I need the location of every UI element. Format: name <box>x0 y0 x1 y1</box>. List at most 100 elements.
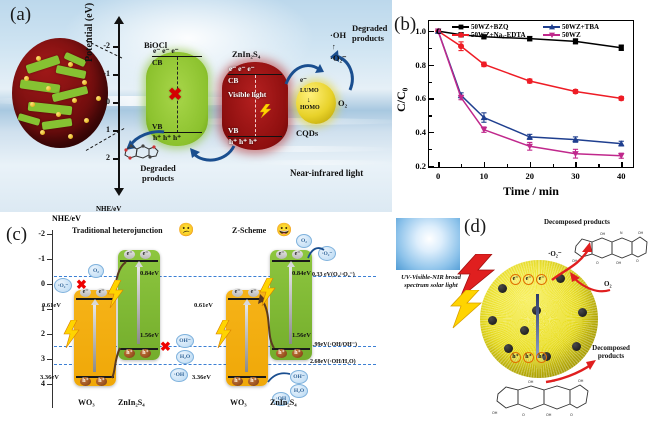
water-streak <box>240 160 400 165</box>
oxygen-label-d: O₂ <box>604 280 612 288</box>
chart-legend: 50WZ+BZQ 50WZ+TBA 50WZ+Na₂-EDTA 50WZ <box>452 23 630 39</box>
electron-carrier-d: e⁻ <box>536 274 547 285</box>
znin2s4-label: ZnIn₂S₄ <box>232 49 261 59</box>
left-wo3-cb-bar <box>76 298 114 300</box>
superoxide-label: ·O₂⁻ <box>330 53 347 63</box>
svg-text:OH: OH <box>492 411 498 415</box>
panel-c-energy-axis <box>52 230 54 408</box>
legend-marker-icon <box>549 32 555 39</box>
oh-radical-bubble-left: ·OH <box>170 368 188 382</box>
legend-marker-icon <box>458 24 464 30</box>
right-scheme-title: Z-Scheme <box>232 226 267 235</box>
visible-light-bolt-icon <box>259 104 272 118</box>
right-wo3-hole: h⁺ <box>248 377 259 386</box>
left-excitation-bolt-icon <box>107 280 124 308</box>
legend-line-swatch <box>452 24 469 30</box>
redox-label-o2: -0.33 eV(O₂/·O₂⁻) <box>310 272 355 278</box>
left-wo3-vb-bar <box>76 376 114 378</box>
chart-x-axis-title: Time / min <box>503 184 559 198</box>
znin2s4-cb-label: CB <box>228 76 239 85</box>
right-oh-oxidation-arrow <box>267 372 291 383</box>
panel-a-potential-axis <box>118 22 120 192</box>
chart-xtick-label: 0 <box>436 171 441 181</box>
chart-series-50wz-na--edta <box>435 28 625 102</box>
chart-ytick-label: 1.0 <box>415 26 426 37</box>
legend-label: 50WZ+Na₂-EDTA <box>471 31 526 39</box>
degraded-products-left-label: Degraded products <box>140 163 176 183</box>
panel-b-inset-tag: c <box>436 23 442 37</box>
water-bubble-right: H₂O <box>290 384 308 398</box>
right-zis-cb-bar <box>272 260 310 262</box>
svg-text:O: O <box>570 413 573 417</box>
left-zis-vb-bar <box>120 348 158 350</box>
oxygen-reduction-arrow <box>330 50 354 91</box>
panel-a-ytick: 1 <box>106 125 110 134</box>
panel-c-ytick: 0 <box>41 279 45 288</box>
panel-a-mechanism: (a) <box>0 0 410 213</box>
chart-series-svg <box>434 27 625 160</box>
electron-carrier-d: e⁻ <box>523 274 534 285</box>
superoxide-label-d: ·O₂⁻ <box>548 250 562 258</box>
panel-c-ytick: 4 <box>41 379 45 388</box>
chart-series-50wz <box>434 28 625 160</box>
right-material-wo3: WO₃ <box>230 398 247 407</box>
chart-ytick-minor <box>429 115 432 117</box>
right-wo3-cb-energy: 0.61eV <box>194 302 213 309</box>
bottom-reaction-arrow <box>545 360 596 384</box>
pollutant-molecule-icon <box>124 144 159 160</box>
left-zis-hole: h⁺ <box>124 349 135 358</box>
biocl-vb-holes: h⁺ h⁺ h⁺ <box>153 133 182 142</box>
panel-a-ytick: 0 <box>106 97 110 106</box>
left-wo3-electron: e⁻ <box>80 288 91 297</box>
right-wo3-cb-bar <box>228 298 266 300</box>
znin2s4-vb-level <box>228 136 282 138</box>
right-excitation-bolt-icon <box>259 278 276 306</box>
chart-ytick-mark <box>429 132 434 134</box>
panel-c-ytick: 1 <box>41 304 45 313</box>
right-wo3-vb-bar <box>228 376 266 378</box>
legend-line-swatch <box>452 32 469 38</box>
panel-c-ytick: 3 <box>41 354 45 363</box>
chart-ytick-label: 0.4 <box>415 127 426 137</box>
chart-ytick-label: 0.6 <box>415 93 426 104</box>
biocl-gap-dash <box>177 57 178 133</box>
legend-item-50wz-tba: 50WZ+TBA <box>543 23 630 31</box>
svg-text:OH: OH <box>616 261 622 265</box>
biocl-cb-label: CB <box>152 58 163 67</box>
superoxide-bubble-left: ·O₂⁻ <box>54 278 72 293</box>
uparrow-icon: ↑ <box>332 42 336 51</box>
panel-c-ytick: -2 <box>38 229 45 238</box>
oh-minus-bubble-left: OH⁻ <box>176 334 194 348</box>
axis-arrow-down-icon <box>114 188 124 196</box>
left-zis-gap-energy: 1.56eV <box>140 332 159 339</box>
electron-carrier-d: e⁻ <box>510 274 521 285</box>
left-wo3-cb-energy: 0.61eV <box>42 302 61 309</box>
right-wo3-electron: e⁻ <box>248 288 259 297</box>
legend-line-swatch <box>543 32 560 39</box>
panel-d-tag: (d) <box>464 216 487 237</box>
legend-item-50wz-bzq: 50WZ+BZQ <box>452 23 539 31</box>
chart-ytick-minor <box>429 47 432 50</box>
hole-carrier-d: h⁺ <box>510 352 521 363</box>
cqds-homo-label: HOMO <box>300 105 320 111</box>
legend-marker-icon <box>549 23 555 30</box>
redox-level-o2-line <box>54 276 376 277</box>
hole-transfer-arrow <box>190 145 236 162</box>
redox-label-oh-h2o: 2.68eV(·OH/H₂O) <box>310 359 356 365</box>
panel-c-ytick: -1 <box>38 254 45 263</box>
visible-light-label: Visible light <box>228 90 267 99</box>
left-zis-electron: e⁻ <box>140 250 151 259</box>
right-zis-hole: h⁺ <box>276 349 287 358</box>
right-wo3-gap-energy: 3.36eV <box>192 374 211 381</box>
oh-radical-label: ·OH <box>330 30 347 40</box>
legend-line-swatch <box>543 23 560 30</box>
cqds-electron-label: e⁻ <box>300 76 307 84</box>
o2-supply-arrow <box>570 272 611 293</box>
solar-light-caption: UV-Visible-NIR broad spectrum solar light <box>401 274 461 290</box>
legend-label: 50WZ+TBA <box>562 23 600 31</box>
chart-xtick-mark <box>621 162 623 167</box>
right-zis-electron: e⁻ <box>276 250 287 259</box>
chart-xtick-label: 10 <box>479 171 489 181</box>
chart-xtick-minor <box>461 164 463 167</box>
